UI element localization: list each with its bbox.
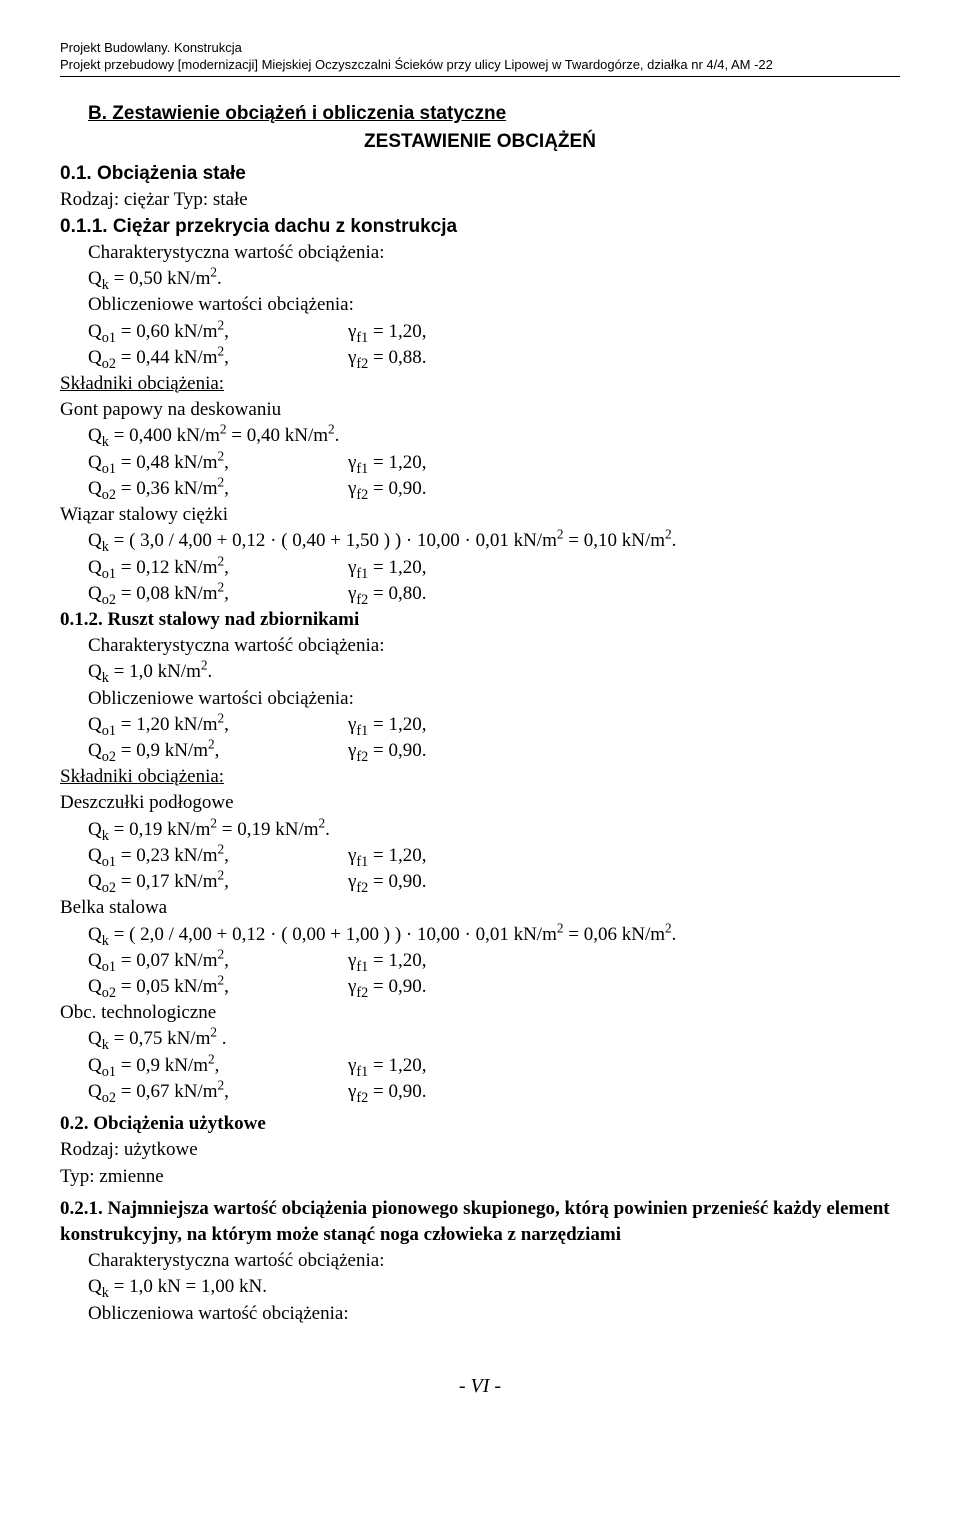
section-0-1-2: 0.1.2. Ruszt stalowy nad zbiornikami xyxy=(60,607,900,633)
section-0-2-1: 0.2.1. Najmniejsza wartość obciążenia pi… xyxy=(60,1196,900,1248)
qk-10: Qk = 1,0 kN/m2. xyxy=(88,659,900,685)
document-body: B. Zestawienie obciążeń i obliczenia sta… xyxy=(60,101,900,1327)
qk-wiazar: Qk = ( 3,0 / 4,00 + 0,12 · ( 0,40 + 1,50… xyxy=(88,528,900,554)
header-line-1: Projekt Budowlany. Konstrukcja xyxy=(60,40,900,57)
page-number: - VI - xyxy=(60,1375,900,1398)
row-qo2-017: Qo2 = 0,17 kN/m2, γf2 = 0,90. xyxy=(88,869,900,895)
row-qo2-008: Qo2 = 0,08 kN/m2, γf2 = 0,80. xyxy=(88,581,900,607)
row-qo1-09: Qo1 = 0,9 kN/m2, γf1 = 1,20, xyxy=(88,1053,900,1079)
row-qo1-012: Qo1 = 0,12 kN/m2, γf1 = 1,20, xyxy=(88,555,900,581)
row-qo2-09: Qo2 = 0,9 kN/m2, γf2 = 0,90. xyxy=(88,738,900,764)
skladniki-2: Składniki obciążenia: xyxy=(60,764,900,790)
row-qo1-048: Qo1 = 0,48 kN/m2, γf1 = 1,20, xyxy=(88,450,900,476)
row-qo1-120: Qo1 = 1,20 kN/m2, γf1 = 1,20, xyxy=(88,712,900,738)
row-qo1-023: Qo1 = 0,23 kN/m2, γf1 = 1,20, xyxy=(88,843,900,869)
header-line-2: Projekt przebudowy [modernizacji] Miejsk… xyxy=(60,57,900,74)
obc-tech: Obc. technologiczne xyxy=(60,1000,900,1026)
skladniki-1: Składniki obciążenia: xyxy=(60,371,900,397)
qk-019: Qk = 0,19 kN/m2 = 0,19 kN/m2. xyxy=(88,817,900,843)
obliczeniowa: Obliczeniowa wartość obciążenia: xyxy=(88,1301,900,1327)
char-wartosc-1: Charakterystyczna wartość obciążenia: xyxy=(88,240,900,266)
row-qo2-036: Qo2 = 0,36 kN/m2, γf2 = 0,90. xyxy=(88,476,900,502)
row-qo2-044: Qo2 = 0,44 kN/m2, γf2 = 0,88. xyxy=(88,345,900,371)
section-0-1: 0.1. Obciążenia stałe xyxy=(60,161,900,187)
oblicz-wart-1: Obliczeniowe wartości obciążenia: xyxy=(88,292,900,318)
document-header: Projekt Budowlany. Konstrukcja Projekt p… xyxy=(60,40,900,77)
qk-0400: Qk = 0,400 kN/m2 = 0,40 kN/m2. xyxy=(88,423,900,449)
row-qo2-067: Qo2 = 0,67 kN/m2, γf2 = 0,90. xyxy=(88,1079,900,1105)
wiazar: Wiązar stalowy ciężki xyxy=(60,502,900,528)
rodzaj-uzytkowe: Rodzaj: użytkowe xyxy=(60,1137,900,1163)
belka: Belka stalowa xyxy=(60,895,900,921)
row-qo1-007: Qo1 = 0,07 kN/m2, γf1 = 1,20, xyxy=(88,948,900,974)
typ-zmienne: Typ: zmienne xyxy=(60,1164,900,1190)
qk-050: Qk = 0,50 kN/m2. xyxy=(88,266,900,292)
row-qo2-005: Qo2 = 0,05 kN/m2, γf2 = 0,90. xyxy=(88,974,900,1000)
row-qo1-060: Qo1 = 0,60 kN/m2, γf1 = 1,20, xyxy=(88,319,900,345)
qk-belka: Qk = ( 2,0 / 4,00 + 0,12 · ( 0,00 + 1,00… xyxy=(88,922,900,948)
deszczulki: Deszczułki podłogowe xyxy=(60,790,900,816)
section-b-title: B. Zestawienie obciążeń i obliczenia sta… xyxy=(88,101,900,127)
char-wartosc-3: Charakterystyczna wartość obciążenia: xyxy=(88,1248,900,1274)
section-0-1-1: 0.1.1. Ciężar przekrycia dachu z konstru… xyxy=(60,214,900,240)
section-0-2: 0.2. Obciążenia użytkowe xyxy=(60,1111,900,1137)
gont: Gont papowy na deskowaniu xyxy=(60,397,900,423)
char-wartosc-2: Charakterystyczna wartość obciążenia: xyxy=(88,633,900,659)
rodzaj-ciezar: Rodzaj: ciężar Typ: stałe xyxy=(60,187,900,213)
qk-075: Qk = 0,75 kN/m2 . xyxy=(88,1026,900,1052)
oblicz-wart-2: Obliczeniowe wartości obciążenia: xyxy=(88,686,900,712)
qk-10kn: Qk = 1,0 kN = 1,00 kN. xyxy=(88,1274,900,1300)
zestawienie-title: ZESTAWIENIE OBCIĄŻEŃ xyxy=(60,129,900,155)
